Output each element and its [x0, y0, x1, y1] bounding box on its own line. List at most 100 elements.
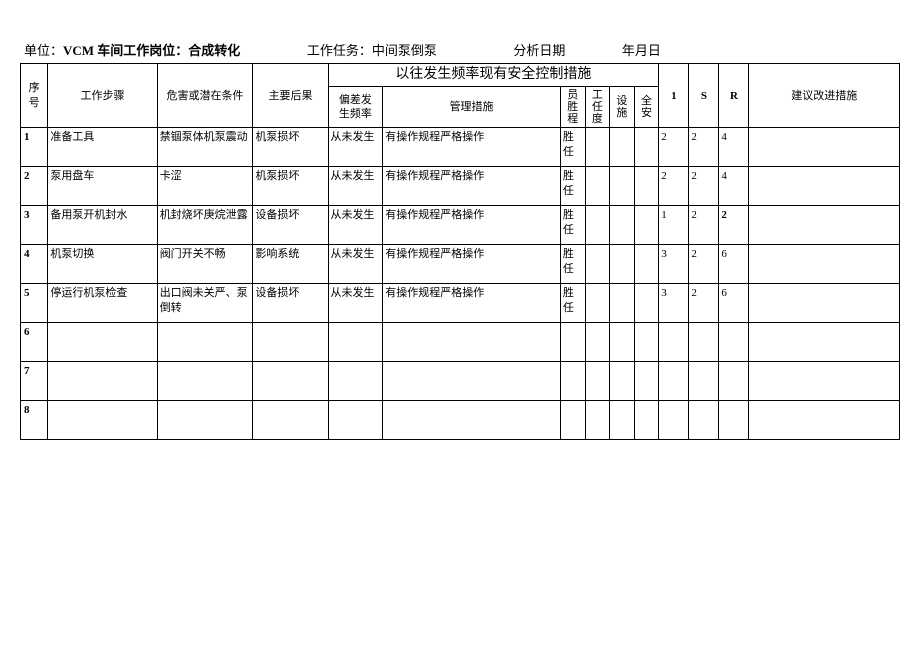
cell: 3: [659, 245, 689, 284]
cell: 2: [719, 206, 749, 245]
th-seq: 序 号: [21, 64, 48, 128]
cell: [383, 401, 561, 440]
cell: 出口阀未关严、泵倒转: [157, 284, 253, 323]
th-freq: 偏差发 生频率: [328, 87, 383, 128]
cell: [585, 206, 610, 245]
cell: [585, 245, 610, 284]
cell: 6: [719, 284, 749, 323]
cell: [610, 284, 635, 323]
cell: [749, 167, 900, 206]
cell: [634, 401, 659, 440]
cell: 2: [689, 206, 719, 245]
th-emp: 员胜程: [560, 87, 585, 128]
cell: 准备工具: [48, 128, 157, 167]
cell: 3: [659, 284, 689, 323]
cell: 2: [689, 245, 719, 284]
table-row: 3备用泵开机封水机封烧坏庚烷泄露设备损坏从未发生有操作规程严格操作胜任122: [21, 206, 900, 245]
cell: [634, 245, 659, 284]
th-1: 1: [659, 64, 689, 128]
th-facility: 设施: [610, 87, 635, 128]
cell: 从未发生: [328, 245, 383, 284]
task-label: 工作任务：: [307, 43, 372, 58]
cell: [48, 401, 157, 440]
cell: [585, 323, 610, 362]
cell: [610, 362, 635, 401]
cell: 从未发生: [328, 167, 383, 206]
cell: [689, 401, 719, 440]
cell: [749, 245, 900, 284]
cell: 机泵切换: [48, 245, 157, 284]
table-row: 4机泵切换阀门开关不畅影响系统从未发生有操作规程严格操作胜任326: [21, 245, 900, 284]
cell: 机泵损坏: [253, 167, 328, 206]
cell: [689, 362, 719, 401]
cell: [634, 128, 659, 167]
table-row: 7: [21, 362, 900, 401]
cell: 胜任: [560, 206, 585, 245]
unit-value: VCM 车间工作岗位：合成转化: [63, 43, 240, 58]
th-tasklvl: 工任度: [585, 87, 610, 128]
cell: 胜任: [560, 128, 585, 167]
cell: 2: [659, 128, 689, 167]
th-hazard: 危害或潜在条件: [157, 64, 253, 128]
cell: 5: [21, 284, 48, 323]
cell: [610, 128, 635, 167]
cell: [610, 167, 635, 206]
cell: [560, 362, 585, 401]
th-safety: 全安: [634, 87, 659, 128]
cell: [749, 323, 900, 362]
cell: 有操作规程严格操作: [383, 245, 561, 284]
unit-label: 单位：: [24, 43, 63, 58]
cell: 胜任: [560, 245, 585, 284]
cell: [719, 323, 749, 362]
th-step: 工作步骤: [48, 64, 157, 128]
cell: [659, 362, 689, 401]
cell: 有操作规程严格操作: [383, 128, 561, 167]
cell: [328, 323, 383, 362]
cell: 1: [21, 128, 48, 167]
cell: [689, 323, 719, 362]
cell: [253, 362, 328, 401]
cell: [634, 323, 659, 362]
cell: [585, 362, 610, 401]
cell: 3: [21, 206, 48, 245]
cell: [634, 362, 659, 401]
cell: 胜任: [560, 167, 585, 206]
cell: [610, 245, 635, 284]
cell: 1: [659, 206, 689, 245]
cell: [585, 128, 610, 167]
table-row: 5停运行机泵检查出口阀未关严、泵倒转设备损坏从未发生有操作规程严格操作胜任326: [21, 284, 900, 323]
cell: [157, 362, 253, 401]
cell: [383, 323, 561, 362]
cell: 4: [21, 245, 48, 284]
cell: [610, 401, 635, 440]
table-row: 1准备工具禁锢泵体机泵震动机泵损坏从未发生有操作规程严格操作胜任224: [21, 128, 900, 167]
cell: [749, 284, 900, 323]
cell: 2: [689, 128, 719, 167]
cell: [634, 206, 659, 245]
cell: [157, 401, 253, 440]
header-line: 单位：VCM 车间工作岗位：合成转化 工作任务：中间泵倒泵 分析日期 年月日: [20, 40, 900, 59]
cell: [749, 206, 900, 245]
cell: [634, 284, 659, 323]
table-body: 1准备工具禁锢泵体机泵震动机泵损坏从未发生有操作规程严格操作胜任2242泵用盘车…: [21, 128, 900, 440]
cell: [585, 167, 610, 206]
task-value: 中间泵倒泵: [372, 43, 437, 58]
date-label: 分析日期: [513, 43, 565, 58]
cell: 影响系统: [253, 245, 328, 284]
cell: 2: [689, 167, 719, 206]
cell: [749, 401, 900, 440]
cell: [48, 362, 157, 401]
cell: [634, 167, 659, 206]
cell: 2: [659, 167, 689, 206]
analysis-table: 序 号 工作步骤 危害或潜在条件 主要后果 以往发生频率现有安全控制措施 1 S…: [20, 63, 900, 440]
cell: 卡涩: [157, 167, 253, 206]
cell: 机泵损坏: [253, 128, 328, 167]
cell: 机封烧坏庚烷泄露: [157, 206, 253, 245]
cell: 6: [719, 245, 749, 284]
cell: 6: [21, 323, 48, 362]
cell: [719, 362, 749, 401]
cell: 从未发生: [328, 128, 383, 167]
table-row: 2泵用盘车卡涩机泵损坏从未发生有操作规程严格操作胜任224: [21, 167, 900, 206]
cell: [749, 362, 900, 401]
cell: [719, 401, 749, 440]
